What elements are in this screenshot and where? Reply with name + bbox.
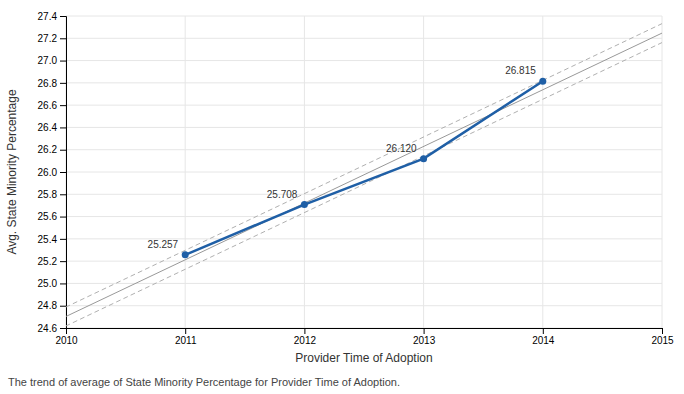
grid-line [66,172,662,173]
x-axis: 2010 2011 2012 2013 2014 2015 [55,328,674,346]
tick-mark [60,83,66,84]
data-label: 25.708 [267,189,298,200]
tick: 26.6 [38,100,66,111]
grid-line [66,60,662,61]
tick-mark [60,16,66,17]
tick-label: 2014 [532,335,555,346]
tick-mark [60,261,66,262]
tick-mark [60,194,66,195]
tick-label: 25.8 [38,189,58,200]
tick-label: 25.2 [38,256,58,267]
tick: 2015 [651,328,674,346]
tick-label: 2012 [294,335,317,346]
tick-label: 26.4 [38,122,58,133]
y-axis-title: Avg. State Minority Percentage [5,89,19,255]
axis-line [60,17,67,329]
tick: 25.6 [38,211,66,222]
trend-line [66,33,662,316]
tick: 2013 [413,328,436,346]
grid-line [66,82,662,83]
data-label: 25.257 [148,239,179,250]
tick-label: 26.8 [38,78,58,89]
data-point [539,78,546,85]
tick: 26.0 [38,167,66,178]
tick: 26.2 [38,144,66,155]
tick-label: 27.2 [38,33,58,44]
tick-label: 25.6 [38,211,58,222]
tick-mark [304,328,305,334]
tick: 25.2 [38,256,66,267]
grid-line [66,127,662,128]
y-axis: 24.6 24.8 25.0 25.2 25.4 25.6 25.8 26.0 26.2 26.4… [38,11,67,334]
tick-mark [543,328,544,334]
data-point [182,251,189,258]
tick-label: 25.0 [38,278,58,289]
data-point [301,201,308,208]
tick-label: 2015 [651,335,674,346]
data-label: 26.815 [505,65,536,76]
tick: 27.2 [38,33,66,44]
tick-label: 24.6 [38,323,58,334]
grid-line [66,216,662,217]
tick-label: 2010 [55,335,78,346]
tick-label: 24.8 [38,300,58,311]
tick-mark [60,38,66,39]
trend-line [66,24,662,307]
tick-mark [60,306,66,307]
data-line [185,81,543,255]
data-label: 26.120 [386,143,417,154]
grid-line [66,305,662,306]
tick-mark [60,105,66,106]
tick-mark [185,328,186,334]
tick-mark [424,328,425,334]
grid-line [66,194,662,195]
x-axis-title: Provider Time of Adoption [295,351,432,365]
grid-line [66,105,662,106]
tick: 25.8 [38,189,66,200]
grid-line [66,261,662,262]
tick: 2010 [55,328,78,346]
grid [66,16,662,328]
tick-mark [60,217,66,218]
tick-mark [60,328,66,329]
caption: The trend of average of State Minority P… [8,376,400,388]
tick-mark [60,127,66,128]
tick-label: 26.0 [38,167,58,178]
chart: 2010 2011 2012 2013 2014 2015 24.6 24.8 25.0 25.2… [0,0,684,394]
marks [66,24,662,326]
plot: 2010 2011 2012 2013 2014 2015 24.6 24.8 25.0 25.2… [38,11,675,346]
tick: 27.0 [38,55,66,66]
tick: 25.4 [38,234,66,245]
tick: 2012 [294,328,317,346]
tick-label: 26.6 [38,100,58,111]
grid-line [66,16,662,17]
tick: 2014 [532,328,555,346]
tick-label: 2013 [413,335,436,346]
data-labels: 25.257 25.708 26.120 26.815 [148,65,537,250]
tick-label: 27.0 [38,55,58,66]
trend-line [66,43,662,326]
tick-label: 27.4 [38,11,58,22]
tick: 26.8 [38,78,66,89]
tick-label: 25.4 [38,234,58,245]
tick-label: 26.2 [38,144,58,155]
tick: 24.6 [38,323,66,334]
axis-line [67,329,663,335]
tick: 24.8 [38,300,66,311]
tick: 25.0 [38,278,66,289]
grid-line [66,149,662,150]
tick: 26.4 [38,122,66,133]
data-point [420,155,427,162]
tick-mark [60,61,66,62]
tick: 2011 [175,328,197,346]
tick-mark [60,172,66,173]
tick-mark [662,328,663,334]
tick: 27.4 [38,11,66,22]
grid-line [66,38,662,39]
tick-mark [60,239,66,240]
tick-mark [60,283,66,284]
tick-mark [60,150,66,151]
tick-label: 2011 [175,335,197,346]
